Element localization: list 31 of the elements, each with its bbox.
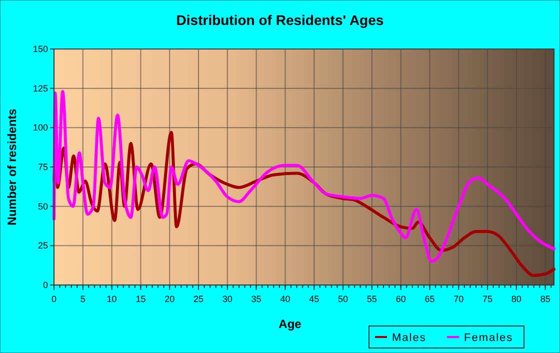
x-tick-label: 25: [194, 294, 204, 304]
line-series: [52, 90, 556, 263]
x-tick-label: 65: [424, 294, 435, 304]
x-tick-label: 85: [540, 294, 550, 304]
x-tick-label: 80: [511, 294, 522, 304]
x-tick-label: 20: [164, 294, 175, 304]
x-tick-label: 0: [51, 294, 57, 304]
y-axis-title: Number of residents: [5, 108, 19, 226]
x-tick-label: 5: [80, 294, 86, 304]
x-tick-label: 50: [338, 294, 348, 304]
x-tick-label: 45: [309, 294, 320, 304]
x-tick-label: 40: [280, 294, 290, 304]
y-tick-label: 150: [32, 44, 48, 54]
x-axis-title: Age: [278, 317, 302, 331]
x-tick-label: 10: [106, 294, 117, 304]
y-tick-label: 100: [32, 122, 48, 133]
y-tick-label: 0: [42, 280, 48, 290]
y-tick-label: 50: [38, 201, 48, 212]
y-tick-label: 75: [38, 162, 48, 172]
legend-label: Females: [464, 332, 514, 344]
x-tick-label: 35: [251, 294, 262, 304]
legend-label: Males: [392, 332, 426, 344]
x-tick-label: 60: [396, 294, 406, 304]
x-tick-label: 75: [482, 294, 493, 304]
x-tick-label: 70: [454, 294, 464, 304]
y-tick-label: 125: [32, 83, 48, 94]
x-tick-label: 15: [136, 294, 146, 304]
x-tick-label: 30: [222, 294, 232, 304]
y-tick-label: 25: [38, 240, 48, 251]
x-tick-label: 55: [366, 294, 377, 304]
chart-title: Distribution of Residents' Ages: [176, 12, 384, 28]
